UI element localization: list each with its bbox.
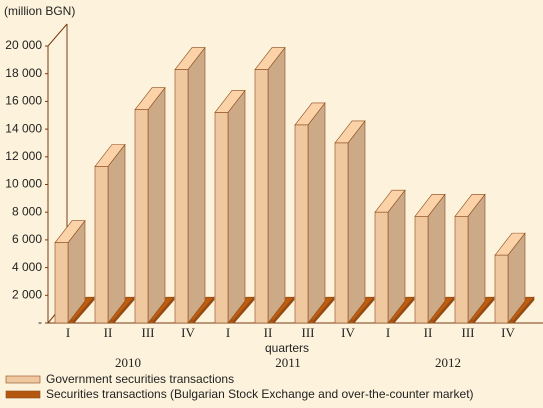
bar-face [494,254,509,324]
bar-face [254,69,269,324]
bar [54,219,86,324]
bar-face [294,124,309,324]
bar-face [227,89,246,324]
bar [414,193,446,324]
x-tick-label: II [264,325,273,340]
x-axis-label: quarters [265,341,309,355]
y-tick-label: 16 000 [5,94,42,108]
bar-face [174,69,189,324]
x-tick-label: I [226,325,230,340]
x-tick-label: II [104,325,113,340]
y-tick-label: 10 000 [5,177,42,191]
y-tick-label: - [38,315,42,329]
legend-label: Government securities transactions [46,372,234,386]
x-tick-label: IV [341,325,355,340]
bar-face [374,211,389,324]
bar [214,89,246,324]
legend-swatch [5,375,41,384]
x-tick-label: II [424,325,433,340]
bar-face [54,242,69,324]
bar-face [307,102,326,324]
bar-face [147,86,166,324]
bar [494,232,526,324]
bar-face [187,46,206,324]
y-tick-label: 18 000 [5,66,42,80]
y-tick-label: 4 000 [12,260,42,274]
bar [374,189,406,324]
bar [294,102,326,324]
wall-top-edge [47,23,68,47]
bar [134,86,166,324]
x-tick-label: III [142,325,155,340]
bar-face [334,142,349,324]
bar [454,193,486,324]
bar-face [134,109,149,324]
year-label: 2011 [275,355,301,370]
y-tick-label: 20 000 [5,38,42,52]
bar [334,120,366,324]
y-tick-label: 14 000 [5,121,42,135]
bar-face [214,112,229,324]
bar-face [387,189,406,324]
x-tick-label: III [302,325,315,340]
x-tick-label: I [66,325,70,340]
x-tick-label: III [462,325,475,340]
y-tick-label: 12 000 [5,149,42,163]
x-tick-label: IV [501,325,515,340]
bar-face [414,216,429,324]
bar-face [107,143,126,324]
bar [174,46,206,324]
bar-face [267,46,286,324]
bar [94,143,126,324]
legend-label: Securities transactions (Bulgarian Stock… [46,387,474,401]
y-axis-label: (million BGN) [4,4,75,18]
bar-face [94,166,109,324]
year-label: 2010 [115,355,141,370]
y-tick-label: 6 000 [12,232,42,246]
y-tick-label: 2 000 [12,287,42,301]
bar-face [427,193,446,324]
bar-face [454,216,469,324]
year-label: 2012 [435,355,461,370]
y-tick-label: 8 000 [12,204,42,218]
bar [254,46,286,324]
bar-face [467,193,486,324]
x-tick-label: IV [181,325,195,340]
bar-face [347,120,366,324]
x-tick-label: I [386,325,390,340]
legend-swatch [5,390,41,399]
